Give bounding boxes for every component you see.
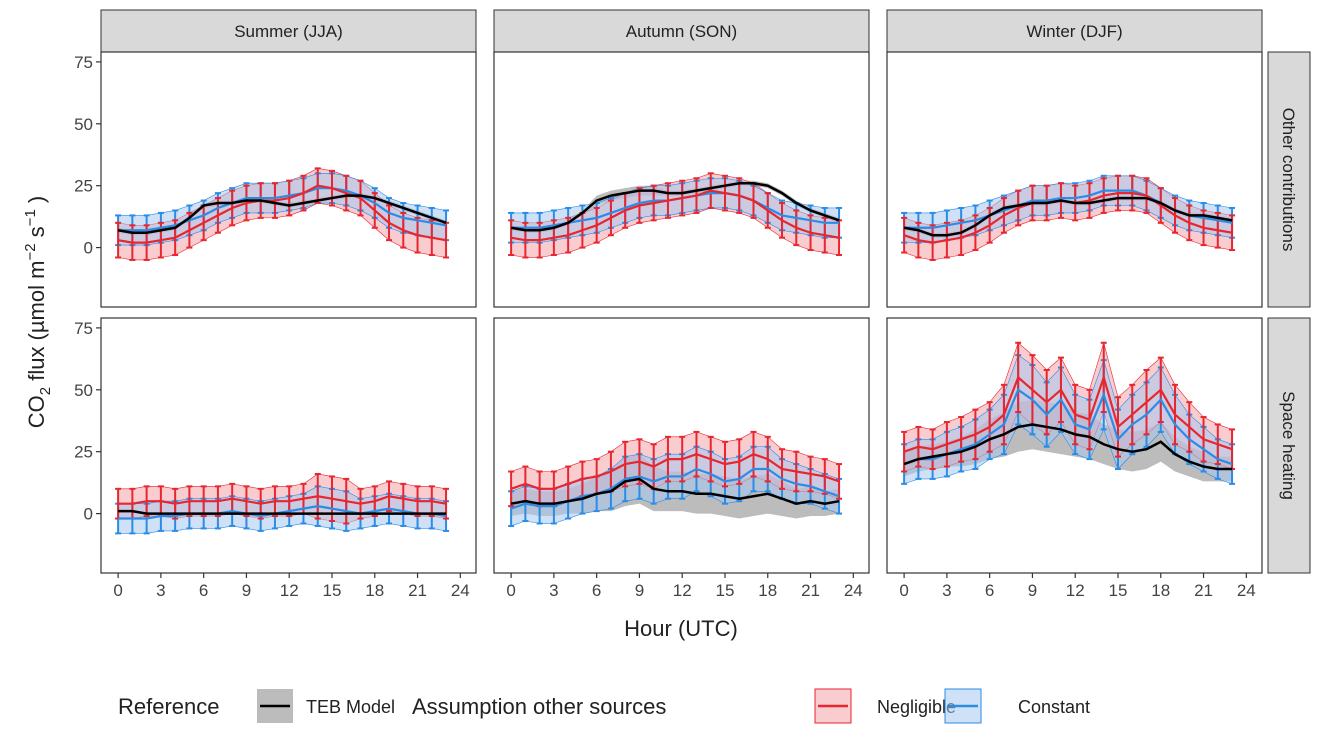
y-axis-title-part: 2 [37,387,54,395]
x-tick-label: 21 [1194,581,1213,600]
x-tick-label: 21 [408,581,427,600]
y-tick-label: 25 [74,177,93,196]
y-tick-label: 75 [74,53,93,72]
series-line [903,373,1233,453]
panel-border [886,51,1263,308]
panel-border [493,51,870,308]
x-tick-label: 0 [899,581,908,600]
series-line [118,495,447,505]
column-strip-label: Winter (DJF) [1026,22,1122,41]
x-tick-label: 9 [1028,581,1037,600]
x-tick-label: 3 [942,581,951,600]
x-tick-label: 9 [242,581,251,600]
column-strip [493,9,870,53]
x-axis-title: Hour (UTC) [624,616,738,641]
y-axis-title-part: CO [24,395,49,428]
series-line [903,423,1233,471]
legend-label: Negligible [877,697,956,717]
legend-label: TEB Model [306,697,395,717]
series-line [510,477,840,505]
x-tick-label: 12 [280,581,299,600]
x-tick-label: 6 [592,581,601,600]
x-tick-label: 18 [1151,581,1170,600]
column-strip-label: Autumn (SON) [626,22,737,41]
series-line [117,184,447,244]
y-axis-title-part: s [24,226,49,243]
series-line [510,181,840,232]
y-axis-title: CO2 flux (µmol m−2 s−1 ) [22,196,54,429]
row-strip-label: Space heating [1279,391,1298,500]
x-tick-label: 3 [156,581,165,600]
x-tick-label: 6 [985,581,994,600]
y-axis-title-part: ) [24,196,49,209]
x-tick-label: 6 [199,581,208,600]
panel [493,51,870,308]
legend-title: Reference [118,694,220,719]
x-tick-label: 9 [635,581,644,600]
x-tick-label: 21 [801,581,820,600]
column-strip-label: Summer (JJA) [234,22,343,41]
panel [100,51,477,308]
row-strip [1267,51,1311,308]
x-tick-label: 15 [1109,581,1128,600]
panel [886,317,1263,574]
x-tick-label: 18 [758,581,777,600]
series-line [118,509,447,515]
y-tick-label: 0 [84,239,93,258]
x-tick-label: 0 [506,581,515,600]
y-axis-title-part: −2 [22,243,39,260]
panel [100,317,477,574]
x-tick-label: 0 [113,581,122,600]
panel-border [493,317,870,574]
y-axis-title-part: −1 [22,209,39,226]
x-tick-label: 3 [549,581,558,600]
series-line [510,452,840,490]
row-strip-label: Other contributions [1279,108,1298,252]
y-axis-title-part: flux (µmol m [24,261,49,387]
legend-title: Assumption other sources [412,694,666,719]
x-tick-label: 15 [323,581,342,600]
panel-border [100,51,477,308]
series-line [903,388,1233,466]
column-strip [886,9,1263,53]
legend-label: Constant [1018,697,1090,717]
panel-background [887,52,1262,307]
series-line [118,187,447,232]
x-tick-label: 24 [1237,581,1256,600]
y-tick-label: 75 [74,319,93,338]
y-tick-label: 50 [74,115,93,134]
x-tick-label: 18 [365,581,384,600]
series-line [903,196,1233,237]
x-tick-label: 24 [451,581,470,600]
x-tick-label: 15 [716,581,735,600]
x-tick-label: 12 [673,581,692,600]
y-tick-label: 0 [84,505,93,524]
panel [493,317,870,574]
series-line [510,189,840,242]
panel-background [101,318,476,573]
x-tick-label: 12 [1066,581,1085,600]
column-strip [100,9,477,53]
y-tick-label: 50 [74,381,93,400]
panel-border [100,317,477,574]
x-tick-label: 24 [844,581,863,600]
series-line [117,194,447,234]
panel [886,51,1263,308]
row-strip [1267,317,1311,574]
panel-background [494,52,869,307]
panel-background [101,52,476,307]
y-tick-label: 25 [74,443,93,462]
panel-border [886,317,1263,574]
